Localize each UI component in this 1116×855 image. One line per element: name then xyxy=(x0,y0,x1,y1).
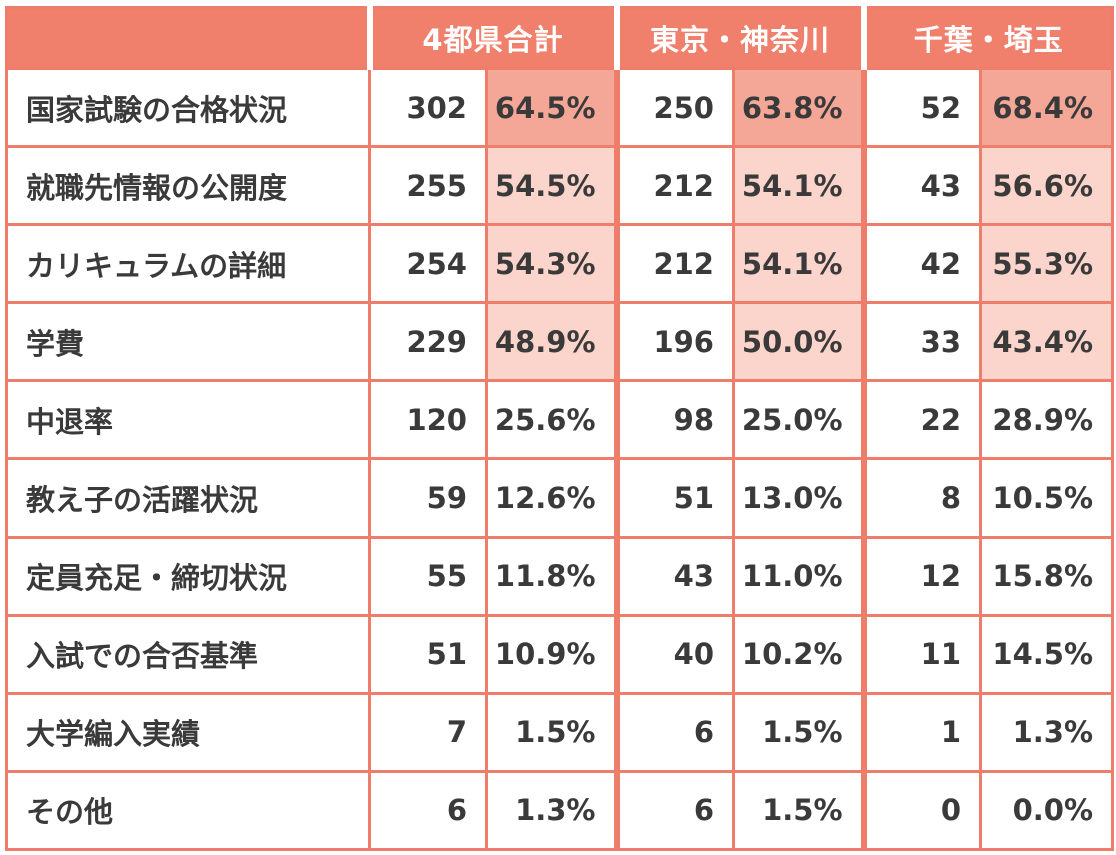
row-label: 学費 xyxy=(5,301,371,383)
percent-cell: 63.8% xyxy=(731,66,867,149)
percent-cell: 25.0% xyxy=(731,379,867,461)
count-cell: 43 xyxy=(862,145,982,227)
count-cell: 7 xyxy=(368,691,487,773)
table-row: 定員充足・締切状況 55 11.8% 43 11.0% 12 15.8% xyxy=(5,535,1115,617)
count-cell: 33 xyxy=(862,301,982,383)
count-cell: 52 xyxy=(862,66,982,149)
count-cell: 59 xyxy=(368,457,487,539)
count-cell: 98 xyxy=(615,379,734,461)
table-row: 国家試験の合格状況 302 64.5% 250 63.8% 52 68.4% xyxy=(5,66,1115,149)
percent-cell: 11.0% xyxy=(731,535,867,617)
count-cell: 212 xyxy=(615,145,734,227)
count-cell: 120 xyxy=(368,379,487,461)
percent-cell: 55.3% xyxy=(979,223,1115,305)
percent-cell: 1.5% xyxy=(731,769,867,852)
table-row: 教え子の活躍状況 59 12.6% 51 13.0% 8 10.5% xyxy=(5,457,1115,539)
count-cell: 6 xyxy=(615,691,734,773)
percent-cell: 28.9% xyxy=(979,379,1115,461)
percent-cell: 13.0% xyxy=(731,457,867,539)
row-label: 国家試験の合格状況 xyxy=(5,66,371,149)
percent-cell: 1.5% xyxy=(485,691,620,773)
percent-cell: 10.9% xyxy=(485,613,620,695)
percent-cell: 11.8% xyxy=(485,535,620,617)
row-label: 中退率 xyxy=(5,379,371,461)
count-cell: 250 xyxy=(615,66,734,149)
table-row: カリキュラムの詳細 254 54.3% 212 54.1% 42 55.3% xyxy=(5,223,1115,305)
percent-cell: 48.9% xyxy=(485,301,620,383)
percent-cell: 1.3% xyxy=(979,691,1115,773)
count-cell: 254 xyxy=(368,223,487,305)
count-cell: 196 xyxy=(615,301,734,383)
count-cell: 22 xyxy=(862,379,982,461)
count-cell: 51 xyxy=(615,457,734,539)
percent-cell: 15.8% xyxy=(979,535,1115,617)
row-label: 就職先情報の公開度 xyxy=(5,145,371,227)
header-group-tokyo-kanagawa: 東京・神奈川 xyxy=(616,6,867,70)
count-cell: 229 xyxy=(368,301,487,383)
row-label: 定員充足・締切状況 xyxy=(5,535,371,617)
percent-cell: 54.3% xyxy=(485,223,620,305)
survey-results-table: 4都県合計 東京・神奈川 千葉・埼玉 国家試験の合格状況 302 64.5% 2… xyxy=(5,6,1115,852)
count-cell: 12 xyxy=(862,535,982,617)
count-cell: 212 xyxy=(615,223,734,305)
table-row: 大学編入実績 7 1.5% 6 1.5% 1 1.3% xyxy=(5,691,1115,773)
percent-cell: 54.1% xyxy=(731,223,867,305)
percent-cell: 10.2% xyxy=(731,613,867,695)
header-group-chiba-saitama: 千葉・埼玉 xyxy=(863,6,1115,70)
count-cell: 42 xyxy=(862,223,982,305)
count-cell: 55 xyxy=(368,535,487,617)
row-label: 教え子の活躍状況 xyxy=(5,457,371,539)
header-row: 4都県合計 東京・神奈川 千葉・埼玉 xyxy=(5,6,1115,70)
table-row: 中退率 120 25.6% 98 25.0% 22 28.9% xyxy=(5,379,1115,461)
table-row: 入試での合否基準 51 10.9% 40 10.2% 11 14.5% xyxy=(5,613,1115,695)
percent-cell: 43.4% xyxy=(979,301,1115,383)
percent-cell: 54.1% xyxy=(731,145,867,227)
row-label: 入試での合否基準 xyxy=(5,613,371,695)
table-row: 学費 229 48.9% 196 50.0% 33 43.4% xyxy=(5,301,1115,383)
count-cell: 51 xyxy=(368,613,487,695)
count-cell: 8 xyxy=(862,457,982,539)
percent-cell: 56.6% xyxy=(979,145,1115,227)
count-cell: 302 xyxy=(368,66,487,149)
percent-cell: 0.0% xyxy=(979,769,1115,852)
percent-cell: 10.5% xyxy=(979,457,1115,539)
row-label: カリキュラムの詳細 xyxy=(5,223,371,305)
row-label: その他 xyxy=(5,769,371,852)
header-group-total: 4都県合計 xyxy=(369,6,620,70)
table-row: その他 6 1.3% 6 1.5% 0 0.0% xyxy=(5,769,1115,852)
header-corner-cell xyxy=(5,6,373,70)
percent-cell: 64.5% xyxy=(485,66,620,149)
count-cell: 11 xyxy=(862,613,982,695)
count-cell: 6 xyxy=(368,769,487,852)
percent-cell: 50.0% xyxy=(731,301,867,383)
count-cell: 255 xyxy=(368,145,487,227)
count-cell: 43 xyxy=(615,535,734,617)
percent-cell: 25.6% xyxy=(485,379,620,461)
percent-cell: 1.3% xyxy=(485,769,620,852)
percent-cell: 54.5% xyxy=(485,145,620,227)
percent-cell: 12.6% xyxy=(485,457,620,539)
count-cell: 6 xyxy=(615,769,734,852)
percent-cell: 1.5% xyxy=(731,691,867,773)
percent-cell: 68.4% xyxy=(979,66,1115,149)
count-cell: 1 xyxy=(862,691,982,773)
count-cell: 40 xyxy=(615,613,734,695)
row-label: 大学編入実績 xyxy=(5,691,371,773)
table-row: 就職先情報の公開度 255 54.5% 212 54.1% 43 56.6% xyxy=(5,145,1115,227)
count-cell: 0 xyxy=(862,769,982,852)
percent-cell: 14.5% xyxy=(979,613,1115,695)
